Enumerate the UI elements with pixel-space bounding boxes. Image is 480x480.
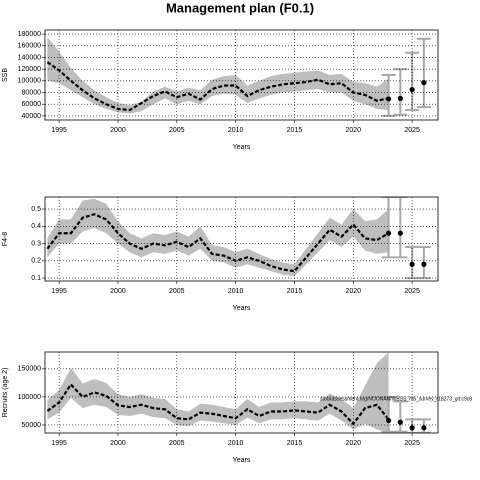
x-tick-label: 2005	[169, 440, 185, 447]
plot-area	[46, 197, 431, 280]
x-tick-label: 2010	[228, 440, 244, 447]
forecast-point	[409, 261, 415, 267]
confidence-band	[47, 37, 389, 114]
x-tick-label: 2005	[169, 288, 185, 295]
forecast-point	[421, 261, 427, 267]
plot-frame	[44, 196, 439, 282]
x-tick-label: 2000	[110, 440, 126, 447]
y-tick-label: 0.3	[31, 240, 41, 247]
y-tick-label: 80000	[22, 89, 42, 96]
median-line	[46, 213, 390, 273]
forecast-point	[385, 417, 392, 424]
y-tick-label: 150000	[18, 366, 41, 373]
x-tick-label: 2025	[404, 440, 420, 447]
y-tick-label: 60000	[22, 101, 42, 108]
y-tick-label: 0.1	[31, 275, 41, 282]
forecast-point	[397, 419, 403, 425]
y-tick-label: 120000	[18, 66, 41, 73]
y-tick-label: 180000	[18, 31, 41, 38]
forecast-point	[409, 87, 415, 93]
plot-frame	[44, 351, 439, 434]
plot-area	[46, 352, 431, 433]
forecast-point	[385, 230, 392, 236]
x-tick-label: 2000	[110, 288, 126, 295]
y-tick-label: 50000	[22, 422, 42, 429]
forecast-point	[421, 425, 427, 431]
x-axis-label: Years	[233, 457, 251, 464]
median-line	[46, 61, 389, 112]
y-axis-label: F4-8	[2, 232, 9, 247]
x-axis-label: Years	[233, 144, 251, 151]
y-tick-label: 140000	[18, 54, 41, 61]
y-axis-label: SSB	[2, 68, 9, 82]
confidence-band	[47, 198, 389, 277]
y-tick-label: 100000	[18, 78, 41, 85]
x-tick-label: 1995	[51, 288, 67, 295]
x-tick-label: 2025	[404, 127, 420, 134]
annotation: stockassessment.org/NOONAN/WBSS_NS_surve…	[320, 396, 472, 402]
x-tick-label: 2020	[345, 288, 361, 295]
y-tick-label: 100000	[18, 394, 41, 401]
x-tick-label: 2015	[287, 127, 303, 134]
x-axis-label: Years	[233, 305, 251, 312]
y-tick-label: 160000	[18, 43, 41, 50]
x-tick-label: 2020	[345, 440, 361, 447]
y-axis-label: Recruits (age 2)	[2, 368, 9, 418]
forecast-point	[397, 95, 403, 101]
forecast-point	[385, 96, 392, 102]
forecast-point	[397, 230, 403, 236]
median-line	[46, 382, 390, 426]
chart-title: Management plan (F0.1)	[166, 0, 314, 15]
forecast-point	[421, 79, 427, 86]
plot-area	[46, 37, 431, 117]
y-tick-label: 40000	[22, 113, 42, 120]
y-tick-label: 0.4	[31, 223, 41, 230]
y-tick-label: 0.5	[31, 206, 41, 213]
x-tick-label: 1995	[51, 440, 67, 447]
x-tick-label: 2020	[345, 127, 361, 134]
x-tick-label: 1995	[51, 127, 67, 134]
x-tick-label: 2010	[228, 127, 244, 134]
x-tick-label: 2005	[169, 127, 185, 134]
x-tick-label: 2000	[110, 127, 126, 134]
x-tick-label: 2015	[287, 440, 303, 447]
plot-frame	[44, 29, 439, 121]
x-tick-label: 2010	[228, 288, 244, 295]
y-tick-label: 0.2	[31, 258, 41, 265]
x-tick-label: 2015	[287, 288, 303, 295]
confidence-band	[47, 352, 389, 433]
x-tick-label: 2025	[404, 288, 420, 295]
